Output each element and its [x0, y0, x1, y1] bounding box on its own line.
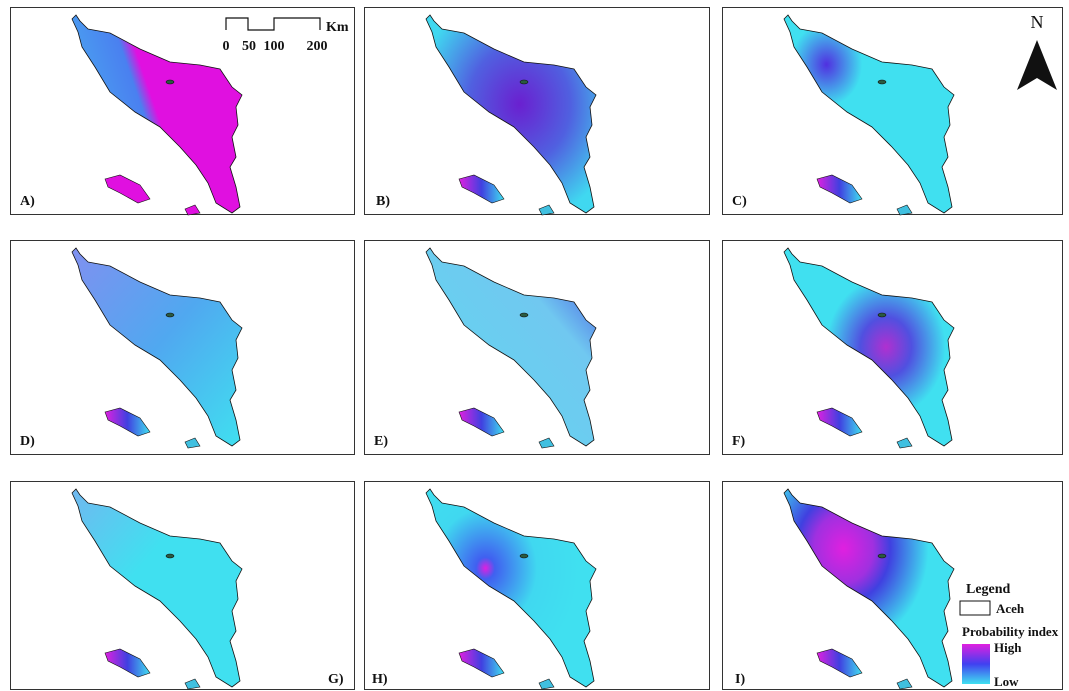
map-panel: A) — [11, 8, 355, 216]
map-panel: C) — [723, 8, 1063, 216]
boundary-lake — [166, 313, 174, 317]
figure: A) B) C) D) E) F) G) H) I) 0 50 100 200 Km N Leg… — [0, 0, 1069, 691]
legend-index-title: Probability index — [962, 624, 1059, 639]
legend-high: High — [994, 640, 1022, 655]
scale-label: 200 — [307, 39, 328, 54]
panel-label: F) — [732, 434, 746, 449]
boundary-lake — [878, 313, 886, 317]
panel-label: A) — [20, 194, 35, 209]
map-panel: D) — [11, 241, 355, 455]
boundary-lake — [878, 80, 886, 84]
boundary-lake — [878, 554, 886, 558]
panel-label: D) — [20, 434, 35, 449]
boundary-lake — [166, 80, 174, 84]
scale-label: 50 — [242, 39, 256, 54]
legend-title: Legend — [966, 582, 1011, 597]
legend-boundary-swatch — [960, 601, 990, 615]
map-panel: B) — [365, 8, 710, 216]
scale-label: 100 — [264, 39, 285, 54]
panel-label: I) — [735, 672, 745, 687]
panel-label: G) — [328, 672, 344, 687]
panel-label: E) — [374, 434, 388, 449]
panels: A) B) C) D) E) F) G) H) I) — [11, 8, 1063, 690]
legend-low: Low — [994, 674, 1019, 689]
panel-label: B) — [376, 194, 390, 209]
boundary-lake — [520, 313, 528, 317]
boundary-lake — [166, 554, 174, 558]
boundary-lake — [520, 80, 528, 84]
north-label: N — [1031, 12, 1044, 32]
legend-boundary: Aceh — [996, 601, 1025, 616]
map-panel: G) — [11, 482, 355, 690]
map-panel: E) — [365, 241, 710, 455]
map-panel: I) — [723, 482, 1063, 690]
boundary-lake — [520, 554, 528, 558]
map-panel: F) — [723, 241, 1063, 455]
panel-label: H) — [372, 672, 388, 687]
scale-label: 0 — [223, 39, 230, 54]
legend-ramp — [962, 644, 990, 684]
panel-label: C) — [732, 194, 747, 209]
scale-unit: Km — [326, 20, 349, 35]
map-panel: H) — [365, 482, 710, 690]
